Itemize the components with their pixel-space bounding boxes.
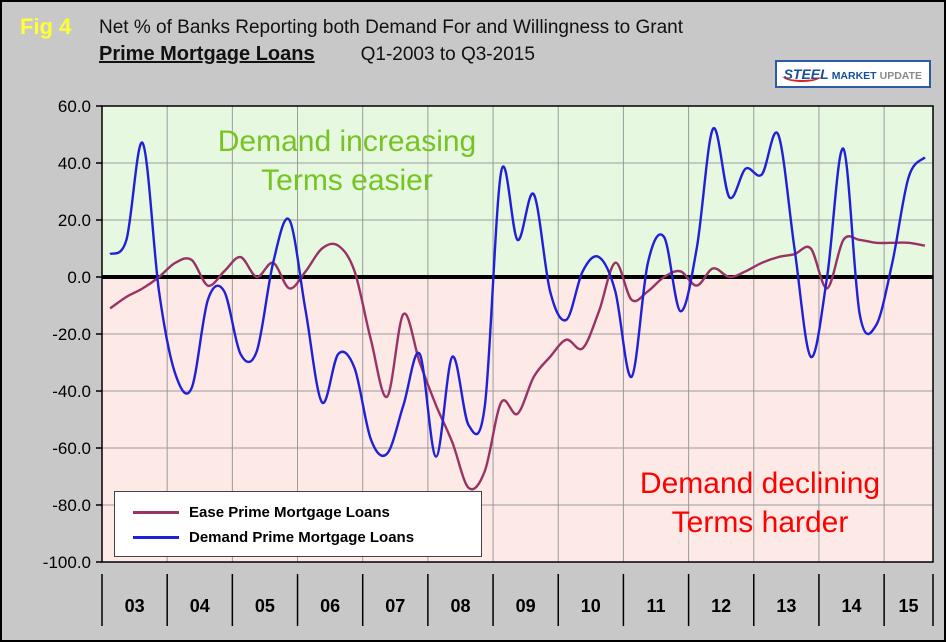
svg-text:0.0: 0.0	[67, 268, 91, 287]
svg-text:12: 12	[711, 596, 731, 616]
svg-text:-80.0: -80.0	[52, 496, 91, 515]
fig-label: Fig 4	[20, 14, 72, 39]
svg-text:60.0: 60.0	[58, 97, 91, 116]
logo-word-update: UPDATE	[879, 70, 922, 82]
annotation-decline-line1: Demand declining	[639, 467, 881, 500]
annotation-decline: Demand declining Terms harder	[588, 464, 932, 542]
chart-title-subject: Prime Mortgage Loans	[99, 43, 315, 65]
annotation-decline-line2: Terms harder	[671, 506, 849, 539]
svg-text:04: 04	[190, 596, 210, 616]
svg-text:09: 09	[516, 596, 536, 616]
svg-text:-100.0: -100.0	[43, 553, 91, 572]
legend: Ease Prime Mortgage Loans Demand Prime M…	[114, 491, 482, 557]
annotation-increase-line1: Demand increasing	[217, 125, 477, 158]
demand-line-swatch	[133, 536, 179, 539]
svg-text:-60.0: -60.0	[52, 439, 91, 458]
chart-title-line2: Prime Mortgage Loans Q1-2003 to Q3-2015	[99, 43, 535, 66]
svg-text:11: 11	[646, 596, 665, 616]
svg-text:10: 10	[581, 596, 601, 616]
svg-text:08: 08	[450, 596, 470, 616]
legend-label-demand: Demand Prime Mortgage Loans	[189, 529, 415, 546]
svg-text:14: 14	[842, 596, 862, 616]
svg-text:03: 03	[125, 596, 145, 616]
svg-text:20.0: 20.0	[58, 211, 91, 230]
logo-swoosh-icon	[781, 74, 822, 82]
legend-item-demand: Demand Prime Mortgage Loans	[133, 525, 481, 550]
svg-text:-20.0: -20.0	[52, 325, 91, 344]
chart-title-line1: Net % of Banks Reporting both Demand For…	[99, 17, 684, 38]
svg-text:13: 13	[776, 596, 796, 616]
svg-text:06: 06	[320, 596, 340, 616]
steel-market-update-logo: STEEL MARKET UPDATE	[774, 60, 931, 88]
annotation-increase: Demand increasing Terms easier	[167, 122, 527, 200]
svg-text:-40.0: -40.0	[52, 382, 91, 401]
svg-text:05: 05	[255, 596, 275, 616]
logo-word-steel: STEEL	[781, 66, 829, 82]
ease-line-swatch	[133, 511, 179, 514]
svg-text:07: 07	[385, 596, 405, 616]
legend-item-ease: Ease Prime Mortgage Loans	[133, 500, 481, 525]
chart-title-range: Q1-2003 to Q3-2015	[360, 44, 535, 65]
annotation-increase-line2: Terms easier	[261, 164, 433, 197]
svg-text:40.0: 40.0	[58, 154, 91, 173]
legend-label-ease: Ease Prime Mortgage Loans	[189, 504, 390, 521]
logo-word-market: MARKET	[831, 70, 877, 82]
svg-text:15: 15	[899, 596, 919, 616]
